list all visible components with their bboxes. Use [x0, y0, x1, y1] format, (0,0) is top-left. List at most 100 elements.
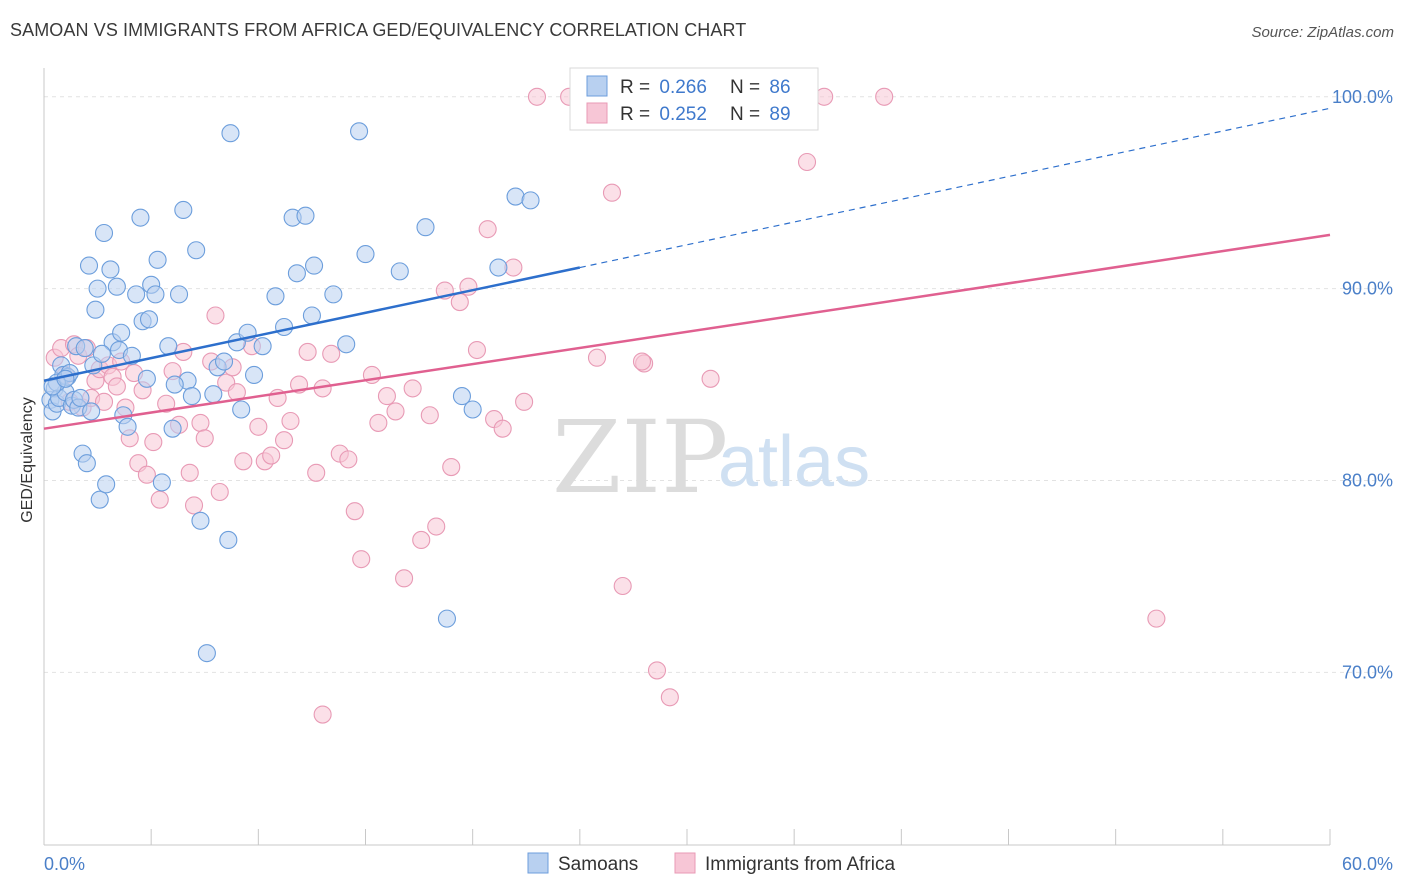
data-point-africa [345, 502, 364, 521]
data-point-samoans [521, 191, 540, 210]
data-point-africa [298, 342, 317, 361]
data-point-africa [450, 293, 469, 312]
data-point-africa [206, 306, 225, 325]
legend-swatch-samoans [586, 75, 608, 97]
data-point-samoans [169, 285, 189, 304]
data-point-samoans [244, 365, 264, 385]
data-point-samoans [107, 277, 126, 296]
data-point-samoans [219, 530, 238, 550]
data-point-samoans [296, 206, 315, 225]
data-point-africa [313, 705, 332, 724]
data-point-africa [412, 530, 431, 550]
legend-n-label: N = [730, 77, 765, 98]
data-point-samoans [88, 279, 107, 298]
x-tick-label-max: 60.0% [1342, 854, 1393, 874]
data-point-africa [420, 406, 439, 425]
watermark-atlas: atlas [718, 422, 870, 502]
trendline-samoans [43, 266, 581, 382]
series-samoans-points [41, 122, 540, 663]
data-point-africa [478, 220, 497, 239]
data-point-samoans [452, 387, 472, 406]
data-point-africa [427, 517, 446, 536]
data-point-samoans [197, 644, 216, 663]
data-point-africa [210, 482, 229, 502]
data-point-africa [467, 340, 487, 360]
data-point-africa [157, 394, 176, 413]
data-point-samoans [416, 218, 435, 237]
data-point-samoans [287, 264, 306, 283]
legend-r-value: 0.252 [659, 104, 707, 125]
legend-r-value: 0.266 [659, 77, 707, 98]
data-point-samoans [152, 473, 171, 492]
data-point-samoans [174, 200, 193, 220]
source-note: Source: ZipAtlas.com [1251, 24, 1394, 41]
data-point-africa [144, 433, 163, 452]
data-point-samoans [221, 124, 240, 143]
data-point-africa [107, 377, 126, 396]
data-point-samoans [79, 256, 99, 275]
data-point-samoans [356, 245, 375, 264]
data-point-africa [515, 392, 534, 411]
data-point-samoans [56, 369, 75, 388]
data-point-samoans [214, 352, 234, 371]
y-tick-labels: 70.0% 80.0% 90.0% 100.0% [1332, 87, 1393, 683]
data-point-africa [493, 419, 512, 438]
legend-n-value: 89 [769, 104, 790, 125]
legend-n-label: N = [730, 104, 765, 125]
data-point-samoans [182, 387, 201, 406]
data-point-samoans [302, 306, 321, 325]
x-ticks [43, 829, 1331, 845]
data-point-samoans [75, 339, 94, 358]
data-point-samoans [86, 300, 105, 319]
data-point-samoans [163, 419, 182, 438]
data-point-africa [797, 152, 817, 172]
legend: R = 0.266 N = 86 R = 0.252 N = 89 [569, 67, 819, 131]
page-title: SAMOAN VS IMMIGRANTS FROM AFRICA GED/EQU… [10, 20, 747, 40]
data-point-africa [701, 369, 720, 388]
bottom-legend-swatch-samoans [527, 852, 549, 874]
data-point-samoans [148, 250, 167, 269]
data-point-africa [234, 452, 253, 471]
data-point-samoans [131, 208, 150, 227]
data-point-africa [875, 87, 894, 106]
data-point-africa [262, 446, 281, 465]
data-point-africa [352, 550, 371, 569]
data-point-africa [322, 344, 341, 363]
data-point-africa [504, 258, 523, 277]
data-point-samoans [92, 344, 111, 363]
data-point-africa [527, 87, 547, 106]
bottom-legend-label-africa: Immigrants from Africa [705, 854, 895, 875]
data-point-africa [403, 379, 422, 398]
data-point-samoans [118, 417, 137, 436]
legend-box [569, 67, 819, 131]
y-tick-label: 70.0% [1342, 662, 1393, 682]
data-point-africa [369, 413, 388, 432]
watermark: ZIP atlas [552, 399, 870, 516]
data-point-samoans [253, 337, 272, 356]
data-point-samoans [101, 260, 120, 279]
data-point-africa [602, 183, 622, 202]
data-point-africa [442, 458, 461, 477]
data-point-samoans [127, 285, 146, 304]
data-point-africa [587, 348, 607, 367]
data-point-samoans [187, 241, 206, 260]
bottom-legend: Samoans Immigrants from Africa [527, 852, 895, 875]
data-point-africa [339, 450, 358, 469]
data-point-samoans [350, 122, 369, 141]
trendline-samoans-extension [579, 107, 1331, 269]
data-point-africa [195, 429, 214, 448]
data-point-samoans [139, 310, 159, 329]
data-point-samoans [204, 385, 223, 404]
data-point-samoans [191, 511, 210, 530]
data-point-samoans [337, 335, 356, 354]
data-point-africa [632, 352, 652, 371]
data-point-samoans [137, 369, 156, 388]
data-point-samoans [165, 375, 184, 394]
legend-row-1: R = 0.266 N = 86 [620, 77, 791, 98]
data-point-africa [660, 688, 679, 707]
y-tick-label: 80.0% [1342, 470, 1393, 490]
data-point-samoans [463, 400, 482, 419]
data-point-samoans [305, 256, 324, 275]
data-point-samoans [390, 262, 409, 281]
